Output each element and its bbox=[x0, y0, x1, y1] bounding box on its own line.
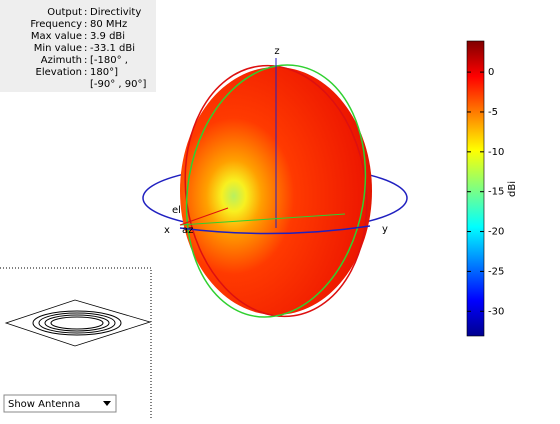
dropdown-box[interactable] bbox=[3, 394, 117, 413]
dropdown-text[interactable]: Show Antenna bbox=[8, 399, 80, 410]
colorbar-tick-label: -20 bbox=[488, 227, 504, 238]
colorbar-tick-label: -5 bbox=[488, 107, 498, 118]
info-key: Output bbox=[47, 7, 82, 18]
info-value: -33.1 dBi bbox=[90, 43, 135, 54]
y-label: y bbox=[382, 224, 388, 235]
info-key: Azimuth bbox=[41, 55, 82, 66]
info-key: Elevation bbox=[36, 67, 82, 78]
colorbar-tick-label: -30 bbox=[488, 306, 504, 317]
info-colon: : bbox=[84, 43, 87, 54]
elevation-circle-2 bbox=[185, 64, 367, 318]
info-value: 3.9 dBi bbox=[90, 31, 125, 42]
info-key: Max value bbox=[31, 31, 82, 42]
info-key: Min value bbox=[34, 43, 82, 54]
el-label: el bbox=[172, 205, 181, 216]
colorbar-tick-label: -25 bbox=[488, 266, 504, 277]
info-colon: : bbox=[84, 7, 87, 18]
info-colon: : bbox=[84, 19, 87, 30]
info-value: 180°] bbox=[90, 67, 118, 78]
antenna-coil bbox=[32, 310, 122, 336]
z-label: z bbox=[274, 46, 279, 57]
info-colon: : bbox=[84, 67, 87, 78]
info-value: [-180° , bbox=[90, 55, 128, 66]
ground-plane bbox=[4, 299, 152, 347]
info-panel bbox=[0, 0, 156, 92]
info-value: Directivity bbox=[90, 7, 141, 18]
preview-frame bbox=[0, 267, 152, 420]
info-colon: : bbox=[84, 55, 87, 66]
dropdown-arrow[interactable] bbox=[103, 401, 111, 406]
info-key: Frequency bbox=[30, 19, 82, 30]
colorbar-tick-label: -10 bbox=[488, 147, 504, 158]
dropdown[interactable]: Show Antenna bbox=[3, 394, 117, 413]
colorbar-label: dBi bbox=[507, 181, 518, 197]
x-label: x bbox=[164, 225, 170, 236]
info-extra: [-90° , 90°] bbox=[90, 79, 146, 90]
info-value: 80 MHz bbox=[90, 19, 127, 30]
x-axis bbox=[179, 207, 229, 226]
colorbar bbox=[466, 40, 485, 337]
az-label: az bbox=[182, 225, 193, 236]
info-colon: : bbox=[84, 31, 87, 42]
azimuth-front bbox=[179, 225, 371, 235]
colorbar-tick-label: 0 bbox=[488, 67, 494, 78]
colorbar-tick-label: -15 bbox=[488, 187, 504, 198]
y-axis bbox=[179, 213, 346, 226]
